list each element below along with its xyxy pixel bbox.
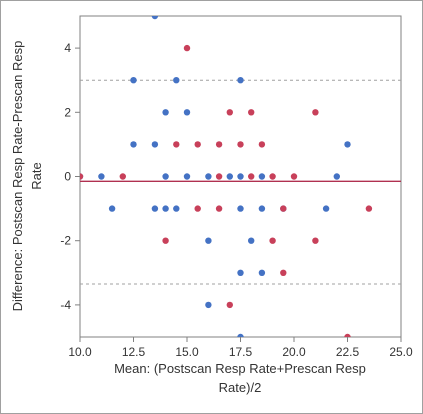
data-point [312,237,319,244]
data-point [130,77,137,84]
x-tick-label: 25.0 [389,345,413,359]
y-tick-label: -2 [60,234,71,248]
data-point [151,205,159,212]
x-tick-label: 15.0 [175,345,199,359]
data-point [237,269,244,276]
x-tick-label: 22.5 [336,345,360,359]
data-point [151,16,159,20]
data-point [183,109,191,116]
data-point [237,173,244,180]
y-tick-label: 2 [64,105,71,119]
y-tick-label: -4 [60,298,71,312]
data-point [205,301,212,309]
data-point [344,333,351,337]
data-point [215,205,223,212]
data-point [237,141,244,148]
data-point [269,173,276,180]
data-point [130,141,137,148]
data-point [215,141,223,148]
data-point [173,205,180,212]
data-points [80,16,373,337]
data-point [194,141,201,148]
data-point [248,173,255,180]
data-point [215,173,223,180]
x-axis-label-line-2: Rate)/2 [219,380,262,395]
data-point [173,141,180,148]
data-point [258,141,266,148]
data-point [80,173,84,180]
data-point [258,269,266,276]
data-point [312,109,319,116]
y-tick-label: 4 [64,41,71,55]
x-tick-label: 17.5 [229,345,253,359]
reference-lines [80,79,401,285]
data-point [205,237,212,244]
data-point [205,173,212,180]
x-tick-label: 12.5 [122,345,146,359]
data-point [280,205,287,212]
data-point [322,205,330,212]
y-axis-label-line-2: Rate [29,162,44,189]
data-point [333,173,340,180]
y-tick-label: 0 [64,170,71,184]
data-point [237,333,244,337]
data-point [248,109,255,116]
data-point [226,109,233,116]
data-point [98,173,105,180]
y-axis-label-line-1: Difference: Postscan Resp Rate-Prescan R… [10,41,25,312]
y-axis-ticks: -4 -2 0 2 4 [60,41,80,312]
data-point [237,205,244,212]
data-point [226,173,233,180]
data-point [151,141,159,148]
data-point [173,77,180,84]
data-point [162,205,169,212]
data-point [290,173,298,180]
data-point [162,237,169,244]
data-point [248,237,255,244]
x-axis-label-line-1: Mean: (Postscan Resp Rate+Prescan Resp [114,361,366,376]
x-tick-label: 20.0 [282,345,306,359]
x-axis-ticks: 10.0 12.5 15.0 17.5 20.0 22.5 25.0 [68,337,413,359]
data-point [258,205,266,212]
data-point [183,173,191,180]
data-point [162,109,169,116]
data-point [280,269,287,276]
data-point [258,173,266,180]
data-point [119,173,127,180]
data-point [194,205,201,212]
data-point [162,173,169,180]
x-tick-label: 10.0 [68,345,92,359]
data-point [183,44,191,52]
data-point [226,301,233,309]
data-point [108,205,116,212]
data-point [365,205,373,212]
data-point [237,77,244,84]
data-point [269,237,276,244]
data-point [344,141,351,148]
